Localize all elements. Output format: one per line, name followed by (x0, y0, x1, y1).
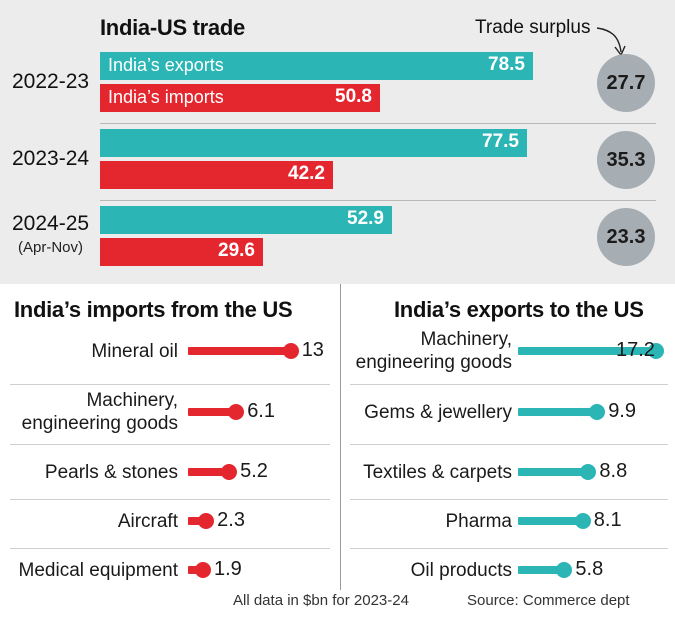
bar-value-label: 77.5 (482, 131, 519, 152)
category-label-line: Textiles & carpets (363, 461, 512, 483)
category-label-line: Gems & jewellery (364, 401, 512, 423)
lollipop-stem (188, 347, 291, 355)
lollipop-dot (221, 464, 238, 480)
row-separator (350, 547, 668, 549)
row-separator (350, 498, 668, 500)
category-label-line: Aircraft (117, 510, 178, 532)
units-note: All data in $bn for 2023-24 (233, 592, 409, 609)
category-label-line: Machinery, (420, 329, 512, 350)
surplus-circle: 27.7 (597, 54, 655, 112)
category-label-line: Medical equipment (18, 559, 178, 581)
series-label: India’s imports (108, 87, 224, 107)
surplus-circle: 35.3 (597, 131, 655, 189)
lollipop-stem (518, 408, 598, 416)
category-label-line: Mineral oil (91, 340, 178, 362)
export-bar: India’s exports 78.5 (100, 52, 533, 80)
lollipop-stem (518, 347, 656, 355)
lollipop-dot (574, 513, 591, 529)
lollipop-dot (556, 562, 573, 578)
lollipop-dot (282, 343, 299, 359)
category-label: Gems & jewellery (364, 401, 512, 424)
export-bar: 77.5 (100, 129, 527, 157)
year-label: 2023-24 (12, 147, 90, 170)
row-separator (10, 498, 330, 500)
import-bar: 42.2 (100, 161, 333, 189)
category-label-line: Oil products (410, 559, 512, 581)
category-label: Pearls & stones (45, 461, 178, 484)
import-bar: 29.6 (100, 238, 263, 266)
lollipop-stem (518, 566, 565, 574)
value-label: 8.8 (599, 460, 628, 482)
year-label: 2022-23 (12, 70, 90, 93)
lollipop-stem (518, 468, 589, 476)
lollipop-dot (589, 404, 606, 420)
bar-value-label: 78.5 (488, 54, 525, 75)
value-label: 9.9 (608, 400, 636, 422)
year-sublabel: (Apr-Nov) (18, 239, 84, 256)
row-separator (350, 444, 668, 445)
row-separator (10, 383, 330, 385)
category-label-line: Machinery, (86, 390, 178, 411)
value-label: 2.3 (217, 509, 245, 531)
lollipop-stem (188, 408, 237, 416)
category-label: Machinery, engineering goods (22, 389, 178, 435)
value-label: 6.1 (247, 400, 275, 422)
lollipop-stem (518, 517, 583, 525)
group-separator (100, 123, 656, 124)
import-bar: India’s imports 50.8 (100, 84, 380, 112)
category-label: Medical equipment (19, 559, 178, 582)
lollipop-dot (195, 562, 211, 578)
category-label: Pharma (445, 510, 512, 533)
lollipop-dot (580, 464, 597, 480)
bar-value-label: 29.6 (218, 240, 255, 261)
category-label-line: Pearls & stones (44, 461, 178, 483)
category-label: Aircraft (118, 510, 178, 533)
bar-value-label: 50.8 (335, 86, 372, 107)
lollipop-stem (188, 468, 230, 476)
row-separator (10, 444, 330, 445)
export-bar: 52.9 (100, 206, 392, 234)
series-label: India’s exports (108, 55, 224, 75)
category-label: Textiles & carpets (363, 461, 512, 484)
surplus-label: Trade surplus (475, 17, 591, 38)
value-label: 13 (301, 339, 324, 361)
value-label: 8.1 (593, 509, 622, 531)
category-label-line: Pharma (445, 510, 512, 532)
bar-value-label: 42.2 (288, 163, 325, 184)
category-label: Machinery, engineering goods (356, 328, 512, 374)
bar-value-label: 52.9 (347, 208, 384, 229)
group-separator (100, 200, 656, 201)
source-note: Source: Commerce dept (467, 592, 630, 609)
value-label: 1.9 (214, 558, 242, 580)
row-separator (10, 547, 330, 549)
lollipop-dot (228, 404, 245, 420)
category-label: Mineral oil (91, 340, 178, 363)
year-label: 2024-25 (12, 212, 90, 235)
row-separator (350, 383, 668, 385)
lollipop-dot (198, 513, 215, 529)
exports-title: India’s exports to the US (394, 297, 644, 322)
category-label: Oil products (411, 559, 512, 582)
surplus-circle: 23.3 (597, 208, 655, 266)
value-label: 17.2 (616, 339, 655, 361)
chart-title: India-US trade (100, 15, 245, 40)
category-label-line: engineering goods (21, 413, 178, 434)
panel-divider (340, 284, 341, 590)
category-label-line: engineering goods (355, 352, 512, 373)
lollipop-stem (188, 517, 207, 525)
lollipop-dot (647, 343, 664, 359)
value-label: 5.2 (240, 460, 268, 482)
value-label: 5.8 (575, 558, 604, 580)
imports-title: India’s imports from the US (14, 297, 293, 322)
